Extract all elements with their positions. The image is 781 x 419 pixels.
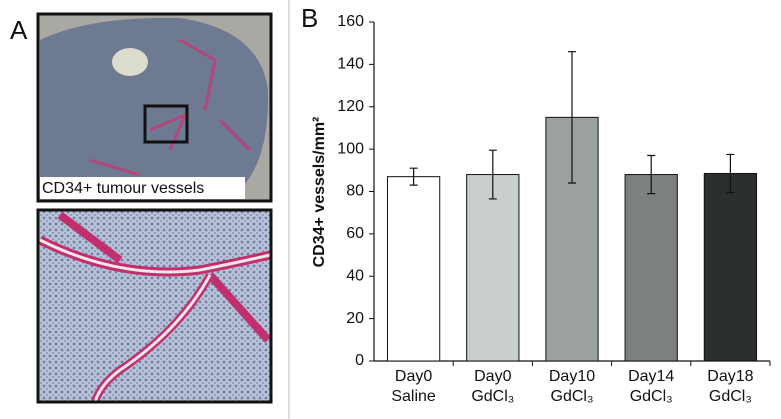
y-tick-label: 40 <box>346 267 364 284</box>
x-tick-label: Day0 <box>474 368 511 385</box>
panel-label: B <box>301 3 318 33</box>
x-tick-label: Day10 <box>549 368 595 385</box>
bar <box>466 174 520 362</box>
x-tick-label: GdCl₃ <box>471 388 514 405</box>
micrograph-overview: CD34+ tumour vessels <box>36 12 273 203</box>
bar <box>703 172 758 362</box>
y-tick-label: 20 <box>346 310 364 327</box>
y-tick-label: 140 <box>337 56 364 73</box>
y-tick-label: 120 <box>337 98 364 115</box>
y-tick-label: 60 <box>346 225 364 242</box>
x-tick-label: Saline <box>391 388 436 405</box>
x-tick-label: Day18 <box>707 368 753 385</box>
error-bar <box>726 153 735 194</box>
bar <box>624 174 678 362</box>
y-axis-label: CD34+ vessels/mm² <box>311 117 328 268</box>
x-tick-label: GdCl₃ <box>709 388 752 405</box>
micrograph-detail <box>36 208 273 404</box>
error-bar <box>647 154 656 195</box>
x-tick-label: GdCl₃ <box>630 388 673 405</box>
x-tick-label: Day14 <box>628 368 674 385</box>
image-caption: CD34+ tumour vessels <box>42 180 204 197</box>
error-bar <box>488 149 497 200</box>
x-tick-label: GdCl₃ <box>551 388 594 405</box>
error-bar <box>568 51 576 184</box>
error-bar <box>409 167 418 186</box>
y-tick-label: 160 <box>337 13 364 30</box>
x-tick-label: Day0 <box>395 368 432 385</box>
y-tick-label: 80 <box>346 183 364 200</box>
y-tick-label: 0 <box>355 352 364 369</box>
panel-label: A <box>10 15 28 45</box>
y-tick-label: 100 <box>337 140 364 157</box>
bar <box>386 176 441 362</box>
